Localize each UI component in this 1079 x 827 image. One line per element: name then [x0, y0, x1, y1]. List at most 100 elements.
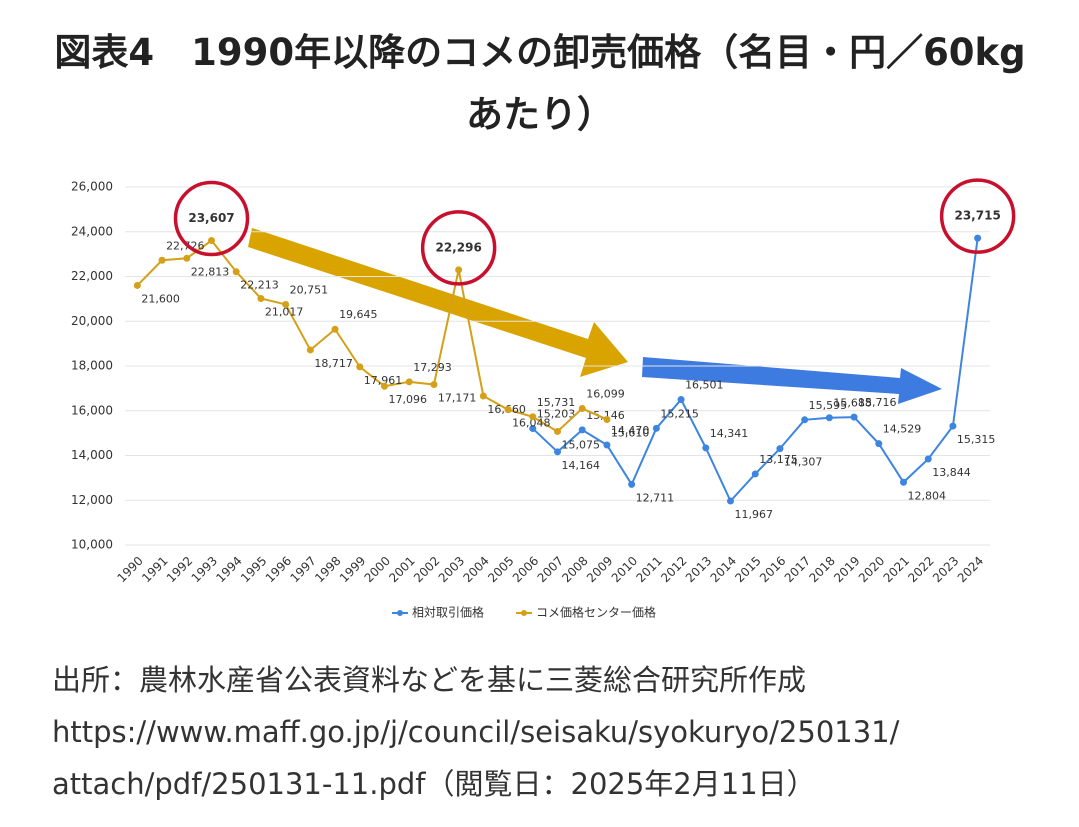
trend-arrow: [642, 357, 942, 404]
data-point: [578, 405, 586, 413]
data-label: 20,751: [290, 283, 329, 296]
x-tick-label: 2014: [708, 554, 739, 585]
chart-title: 図表4 1990年以降のコメの卸売価格（名目・円／60kgあたり）: [54, 31, 1026, 136]
data-point: [578, 426, 586, 434]
data-label: 11,967: [735, 508, 774, 521]
data-label: 15,716: [858, 396, 897, 409]
x-tick-label: 2018: [806, 554, 837, 585]
data-point: [850, 413, 858, 421]
data-point: [554, 427, 561, 435]
y-tick-label: 24,000: [71, 224, 113, 238]
y-tick-label: 16,000: [71, 403, 113, 417]
y-tick-label: 14,000: [71, 448, 113, 462]
trend-arrow: [248, 228, 628, 377]
data-point: [825, 414, 833, 422]
data-point: [603, 441, 611, 449]
data-label: 21,600: [141, 292, 180, 305]
x-tick-label: 1994: [213, 554, 244, 585]
data-point: [628, 480, 636, 488]
data-point: [208, 237, 215, 245]
x-tick-label: 1992: [164, 554, 195, 585]
data-label: 18,717: [314, 357, 353, 370]
highlight-circle: [939, 178, 1016, 254]
data-label: 15,595: [809, 399, 848, 412]
y-tick-label: 12,000: [71, 493, 113, 507]
data-point: [776, 445, 784, 453]
x-tick-label: 2005: [485, 554, 516, 585]
x-tick-label: 2000: [362, 554, 393, 585]
x-tick-label: 2020: [856, 554, 887, 585]
data-point: [702, 444, 710, 452]
source-line: attach/pdf/250131-11.pdf（閲覧日：2025年2月11日）: [52, 767, 816, 801]
data-point: [603, 415, 611, 423]
data-point: [974, 234, 982, 242]
data-point: [405, 378, 413, 386]
data-label: 15,315: [957, 433, 996, 446]
x-tick-label: 2006: [510, 554, 541, 585]
data-label: 15,610: [611, 426, 650, 439]
data-label: 22,213: [240, 279, 279, 292]
x-tick-label: 2002: [411, 554, 442, 585]
data-label: 16,099: [586, 388, 625, 401]
data-point: [479, 392, 487, 400]
data-label: 22,296: [435, 240, 481, 254]
legend-swatch: [521, 610, 528, 616]
y-tick-label: 22,000: [71, 269, 113, 283]
data-point: [900, 478, 907, 486]
x-tick-label: 1999: [337, 554, 368, 585]
data-label: 17,096: [389, 393, 428, 406]
data-label: 15,075: [562, 438, 601, 451]
data-label: 17,293: [413, 361, 452, 374]
x-tick-label: 2021: [881, 554, 912, 585]
data-label: 15,688: [833, 397, 872, 410]
source: 出所：農林水産省公表資料などを基に三菱総合研究所作成 https://www.m…: [52, 654, 1062, 810]
x-tick-label: 2017: [782, 554, 813, 585]
data-point: [356, 363, 364, 371]
x-tick-label: 2001: [386, 554, 417, 585]
data-label: 17,961: [364, 374, 403, 387]
data-label: 14,307: [784, 456, 823, 469]
y-tick-label: 10,000: [71, 538, 113, 552]
data-point: [751, 470, 759, 478]
y-tick-label: 20,000: [71, 314, 113, 328]
x-tick-label: 2023: [930, 554, 961, 585]
legend-swatch: [397, 610, 403, 616]
data-label: 13,175: [759, 453, 798, 466]
data-label: 23,715: [954, 209, 1000, 223]
x-tick-label: 2016: [757, 554, 788, 585]
x-tick-label: 1996: [263, 554, 294, 585]
x-tick-label: 2015: [732, 554, 763, 585]
data-label: 14,341: [710, 427, 749, 440]
data-label: 17,171: [438, 392, 477, 405]
data-point: [949, 422, 957, 430]
data-label: 15,146: [586, 409, 625, 422]
data-point: [455, 266, 463, 274]
data-point: [331, 325, 339, 333]
series-line: [136, 239, 608, 433]
data-point: [801, 416, 809, 424]
x-tick-label: 2004: [460, 554, 491, 585]
legend-label: 相対取引価格: [412, 605, 484, 620]
x-tick-label: 1991: [139, 554, 170, 585]
data-label: 15,215: [660, 407, 699, 420]
data-label: 21,017: [265, 305, 304, 318]
x-tick-label: 1998: [312, 554, 343, 585]
data-point: [875, 440, 883, 448]
data-label: 16,501: [685, 379, 724, 392]
data-label: 12,711: [636, 491, 675, 504]
x-tick-label: 1995: [238, 554, 269, 585]
x-tick-label: 2008: [559, 554, 590, 585]
x-tick-label: 2011: [633, 554, 664, 585]
x-tick-label: 2009: [584, 554, 615, 585]
data-label: 23,607: [188, 211, 234, 225]
x-tick-label: 2012: [658, 554, 689, 585]
data-label: 22,813: [191, 265, 230, 278]
data-point: [183, 254, 191, 262]
legend-label: コメ価格センター価格: [536, 605, 656, 620]
data-point: [306, 346, 314, 354]
highlight-circle: [173, 180, 250, 257]
x-tick-label: 1997: [287, 554, 318, 585]
highlight-circle: [420, 210, 497, 286]
data-label: 13,844: [932, 466, 971, 479]
